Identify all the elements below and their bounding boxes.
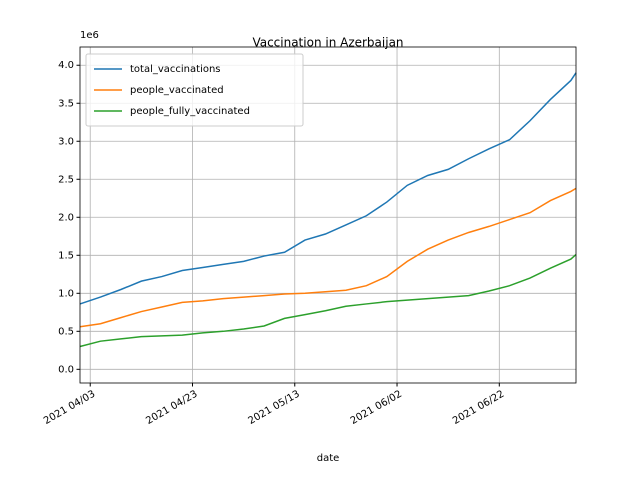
series-line	[79, 253, 577, 348]
legend-label: total_vaccinations	[130, 64, 221, 75]
x-axis-label: date	[317, 453, 340, 464]
chart-title: Vaccination in Azerbaijan	[252, 36, 403, 50]
y-tick-label: 1.5	[58, 250, 74, 261]
y-tick-label: 4.0	[58, 60, 74, 71]
y-tick-label: 0.5	[58, 326, 74, 337]
y-tick-label: 2.5	[58, 174, 74, 185]
y-tick-label: 0.0	[58, 364, 74, 375]
y-tick-label: 2.0	[58, 212, 74, 223]
y-tick-label: 3.0	[58, 136, 74, 147]
y-offset: 1e6	[80, 30, 99, 41]
y-tick-label: 3.5	[58, 98, 74, 109]
y-tick-label: 1.0	[58, 288, 74, 299]
series-line	[79, 187, 577, 328]
legend-label: people_vaccinated	[130, 85, 224, 96]
legend-label: people_fully_vaccinated	[130, 106, 250, 117]
series-line	[79, 72, 577, 305]
axes-frame	[79, 46, 577, 384]
legend-box	[85, 53, 304, 127]
